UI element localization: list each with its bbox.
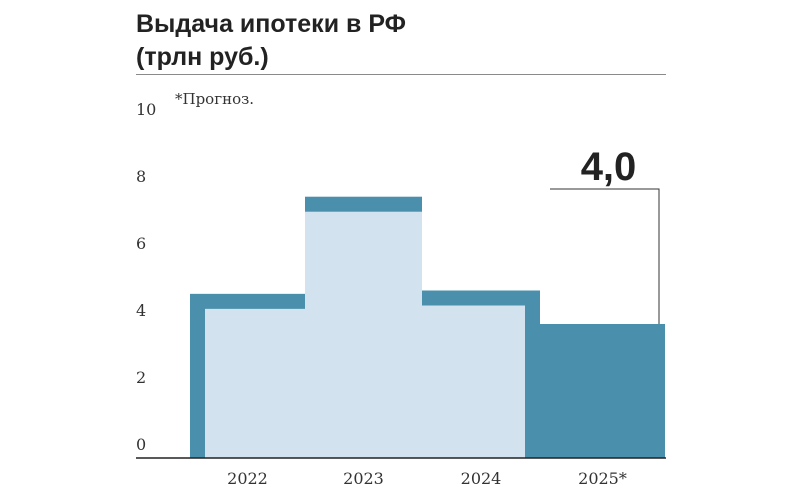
x-tick-label-2023: 2023 (343, 469, 384, 488)
callout-leader-line (550, 188, 660, 324)
callout-value-label: 4,0 (581, 145, 637, 189)
x-tick-label-2022: 2022 (227, 469, 268, 488)
chart-title-line-1: Выдача ипотеки в РФ (136, 10, 407, 38)
title-divider (136, 74, 666, 75)
bar-2025-forecast (540, 324, 665, 458)
y-tick-label-6: 6 (136, 234, 146, 253)
bar-2023-fill (305, 211, 422, 458)
bar-2024-fill (422, 305, 525, 458)
chart-title: Выдача ипотеки в РФ (трлн руб.) (136, 8, 406, 74)
bars-group (190, 196, 665, 458)
callout-group: 4,0 (550, 145, 660, 324)
x-tick-label-2025-forecast: 2025* (578, 469, 627, 488)
y-tick-label-4: 4 (136, 301, 146, 320)
y-tick-label-8: 8 (136, 167, 146, 186)
y-tick-label-0: 0 (136, 435, 146, 454)
x-tick-label-2024: 2024 (461, 469, 502, 488)
chart-title-line-2: (трлн руб.) (136, 43, 269, 71)
axis-group: 0 2 4 6 8 10 2022 2023 2024 2025* (136, 100, 666, 488)
bar-2022-fill (205, 308, 305, 458)
y-tick-label-10: 10 (136, 100, 156, 119)
forecast-note: *Прогноз. (175, 90, 254, 108)
y-tick-label-2: 2 (136, 368, 146, 387)
